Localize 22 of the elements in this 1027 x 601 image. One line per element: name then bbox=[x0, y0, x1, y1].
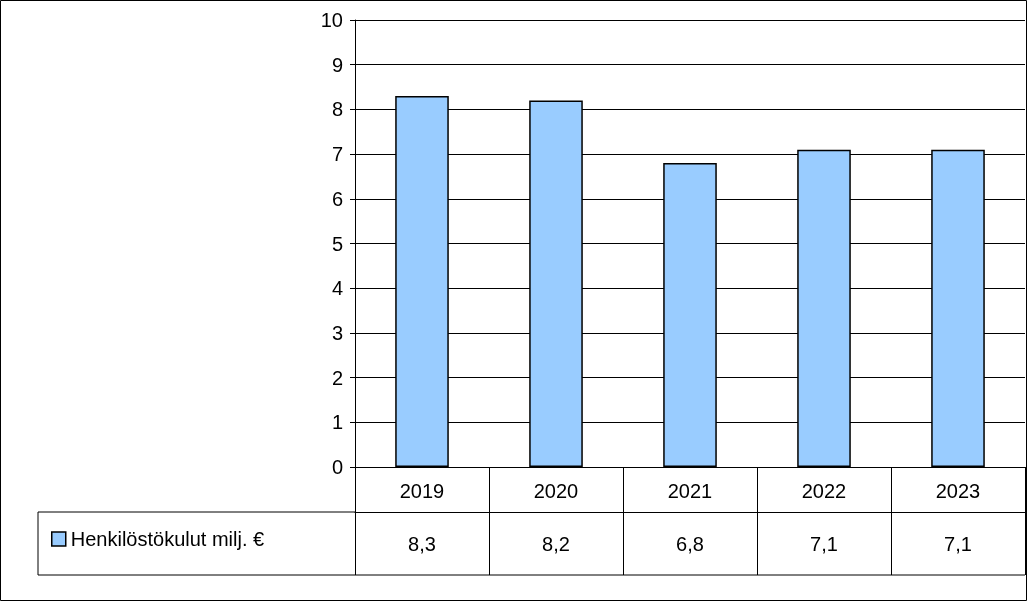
y-tick-label: 9 bbox=[331, 53, 343, 76]
y-tick-label: 7 bbox=[331, 143, 343, 166]
data-label: 6,8 bbox=[676, 533, 704, 555]
y-tick-label: 4 bbox=[331, 277, 343, 300]
y-tick-label: 3 bbox=[331, 321, 343, 344]
y-tick-label: 0 bbox=[331, 456, 343, 478]
y-tick-label: 6 bbox=[331, 187, 343, 210]
data-label: 7,1 bbox=[944, 533, 972, 555]
x-tick-label: 2021 bbox=[667, 480, 713, 502]
y-tick-label: 1 bbox=[331, 411, 343, 434]
data-label: 8,3 bbox=[408, 533, 436, 555]
data-label: 8,2 bbox=[542, 533, 570, 555]
x-tick-label: 2020 bbox=[533, 480, 579, 502]
x-tick-label: 2023 bbox=[935, 480, 981, 502]
y-tick-label: 2 bbox=[331, 366, 343, 389]
x-tick-label: 2019 bbox=[399, 480, 445, 502]
y-tick-label: 10 bbox=[320, 9, 343, 31]
y-tick-label: 8 bbox=[331, 98, 343, 121]
x-tick-label: 2022 bbox=[801, 480, 847, 502]
y-tick-label: 5 bbox=[331, 232, 343, 255]
legend-label: Henkilöstökulut milj. € bbox=[70, 528, 265, 550]
data-label: 7,1 bbox=[810, 533, 838, 555]
